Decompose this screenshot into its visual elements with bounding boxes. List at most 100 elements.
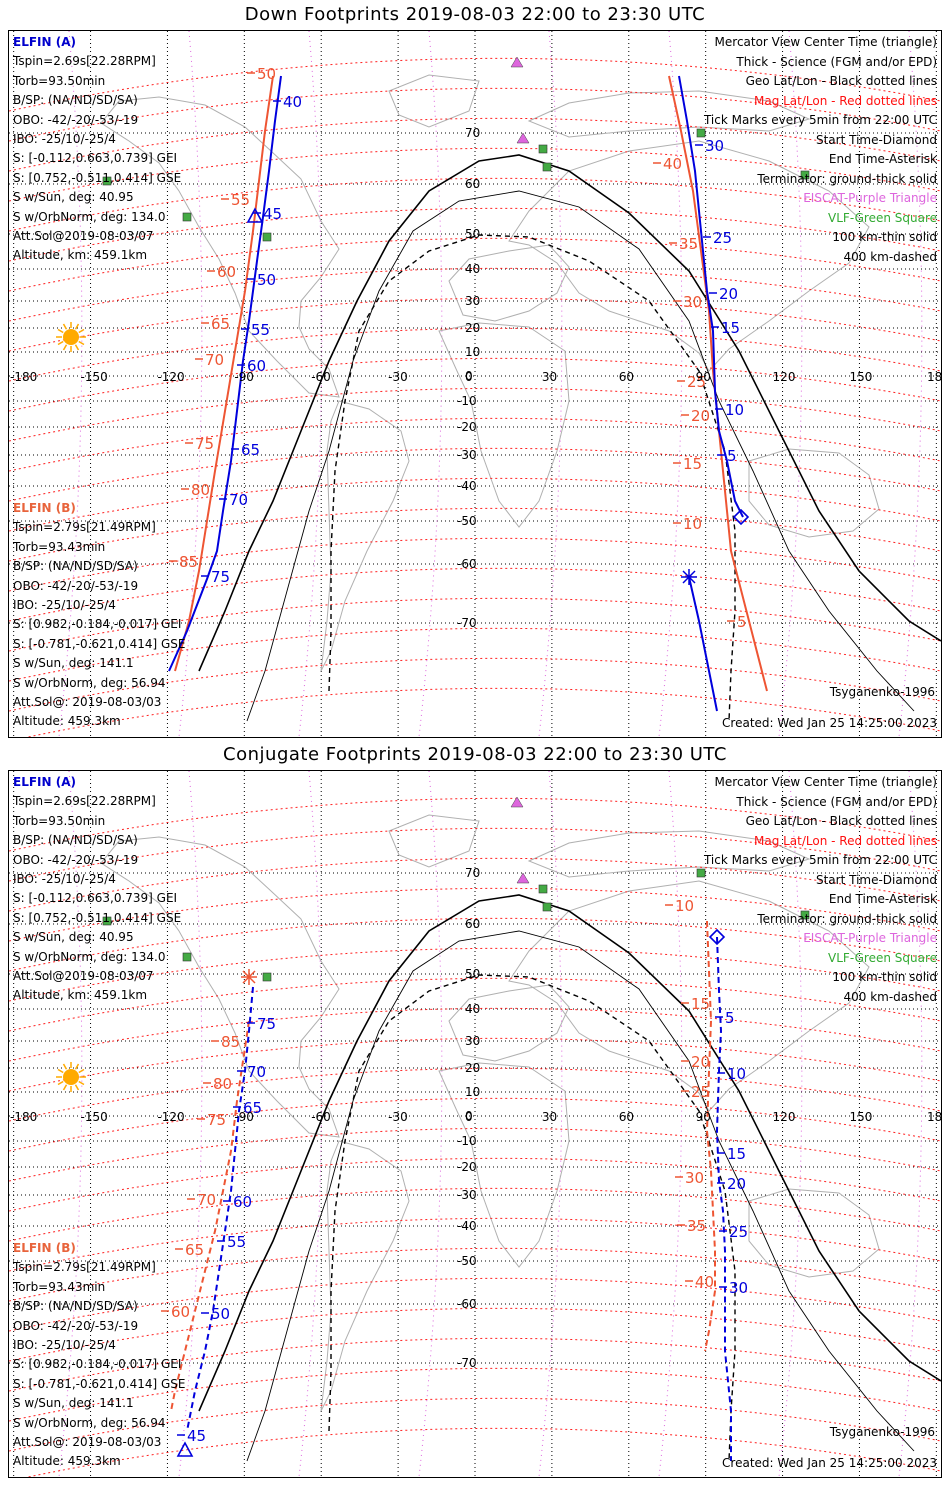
legend-item: EISCAT-Purple Triangle [803,931,937,945]
panel-title: Down Footprints 2019-08-03 22:00 to 23:3… [244,4,706,25]
elfin-a-time-label: 40 [283,93,302,111]
footprint-map: 75 70 65 60 55 50 45 85 80 75 70 65 60 5 10 15 20 25 30 10 1… [9,771,941,1477]
legend-item: Thick - Science (FGM and/or EPD) [736,794,937,809]
info-line: S w/Sun, deg: 40.95 [13,190,134,205]
elfin-a-time-label: 45 [263,205,282,223]
elfin-a-mag-label: 60 [217,263,236,281]
mag-lat-line [9,537,941,592]
lon-label: 120 [773,1110,796,1124]
lat-label: 50 [465,227,480,241]
elfin-a-time-label: 70 [247,1063,266,1081]
lon-label: -30 [388,1110,408,1124]
mag-lat-line [25,687,941,737]
legend-item: Geo Lat/Lon - Black dotted lines [745,814,937,828]
mag-lat-line [9,917,941,972]
mag-lat-line [9,887,941,942]
elfin-a-end-asterisk [242,970,256,984]
lat-label: 40 [465,262,480,276]
mag-lat-line [9,947,941,1002]
sun-icon-ray [62,344,68,351]
elfin-b-mag-label: 20 [691,407,710,425]
terminator-lines [198,154,941,722]
lat-label: 70 [465,866,480,880]
mag-lat-line [9,1247,941,1302]
legend-item: Start Time-Diamond [815,132,937,147]
elfin-b-time-label: 25 [729,1223,748,1241]
coastline [388,74,480,128]
elfin-a-time-label: 65 [243,1099,262,1117]
coastline [508,880,870,1112]
created-label: Created: Wed Jan 25 14:25:00 2023 [722,716,937,730]
lon-label: 30 [542,370,557,384]
panel-title: Conjugate Footprints 2019-08-03 22:00 to… [223,744,727,765]
lat-label: 0 [465,369,473,383]
mag-lat-line [9,827,941,882]
elfin-a-time-label: 60 [247,357,266,375]
elfin-a-center-triangle [246,207,264,223]
lon-label: -30 [388,370,408,384]
down-footprints-panel: Down Footprints 2019-08-03 22:00 to 23:3… [8,4,942,738]
elfin-b-time-label: 15 [721,319,740,337]
lat-label: -40 [457,1219,477,1233]
elfin-b-start-diamond [732,508,750,526]
elfin-b-header: ELFIN (B) [13,1241,76,1255]
lat-label: -70 [457,1356,477,1370]
lon-label: -120 [157,370,184,384]
elfin-a-time-label: 65 [241,441,260,459]
elfin-a-time-label: 45 [187,1427,206,1445]
created-label: Created: Wed Jan 25 14:25:00 2023 [722,1456,937,1470]
legend-item: 100 km-thin solid [832,230,937,244]
mag-lat-line [9,387,941,442]
legend-item: EISCAT-Purple Triangle [803,191,937,205]
lon-label: 90 [696,370,711,384]
mag-lat-line [9,417,941,472]
elfin-a-time-label: 75 [257,1015,276,1033]
coastline [448,984,570,1062]
vlf-square [262,972,272,982]
mag-lat-line [9,1097,941,1152]
elfin-a-time-label: 55 [227,1233,246,1251]
info-line: B/SP: (NA/ND/SD/SA) [13,833,138,848]
mag-lat-line [9,507,941,562]
coastline [438,1062,570,1268]
satellite-tracks [161,904,732,1461]
info-line: S w/OrbNorm, deg: 134.0 [13,949,166,964]
elfin-a-mag-label: 80 [191,481,210,499]
mag-lat-line [9,567,941,622]
mag-lat-line [9,1157,941,1212]
elfin-b-time-label: 30 [705,137,724,155]
info-line: S w/OrbNorm, deg: 56.94 [13,1415,166,1430]
axis-labels: 75 70 65 60 55 50 45 85 80 75 70 65 60 5 10 15 20 25 30 10 1… [10,866,941,1445]
lat-label: -30 [457,448,477,462]
vlf-square [262,232,272,242]
sun-icon-ray [78,1068,85,1074]
vlf-square [538,144,548,154]
elfin-a-time-label: 50 [257,271,276,289]
mag-lat-line [9,1007,941,1062]
coastline [100,96,340,398]
lon-label: 30 [542,1110,557,1124]
vlf-square [538,884,548,894]
info-line: Altitude, km: 459.1km [13,248,148,263]
legend-item: Mercator View Center Time (triangle) [714,35,937,49]
elfin-a-mag-label: 65 [211,315,230,333]
mag-lat-line [9,627,941,682]
vlf-square [800,170,810,180]
legend-item: Thick - Science (FGM and/or EPD) [736,54,937,69]
eiscat-dotted-line [778,771,803,1477]
elfin-b-time-label: 15 [727,1145,746,1163]
mag-lat-line [9,857,941,912]
elfin-b-time-label: 20 [727,1175,746,1193]
elfin-b-end-asterisk [682,570,696,584]
lat-label: 50 [465,967,480,981]
vlf-square [102,916,112,926]
mag-lat-line [9,87,941,142]
elfin-b-time-label: 5 [727,447,737,465]
model-label: Tsyganenko-1996 [829,1425,935,1439]
mag-lat-line [9,1037,941,1092]
elfin-b-info: ELFIN (B) Tspin=2.79s[21.49RPM] Torb=93.… [13,499,186,732]
mag-lat-line [9,1277,941,1332]
coastline [448,244,570,322]
eiscat-triangle [510,56,524,68]
coastline [748,1188,880,1278]
